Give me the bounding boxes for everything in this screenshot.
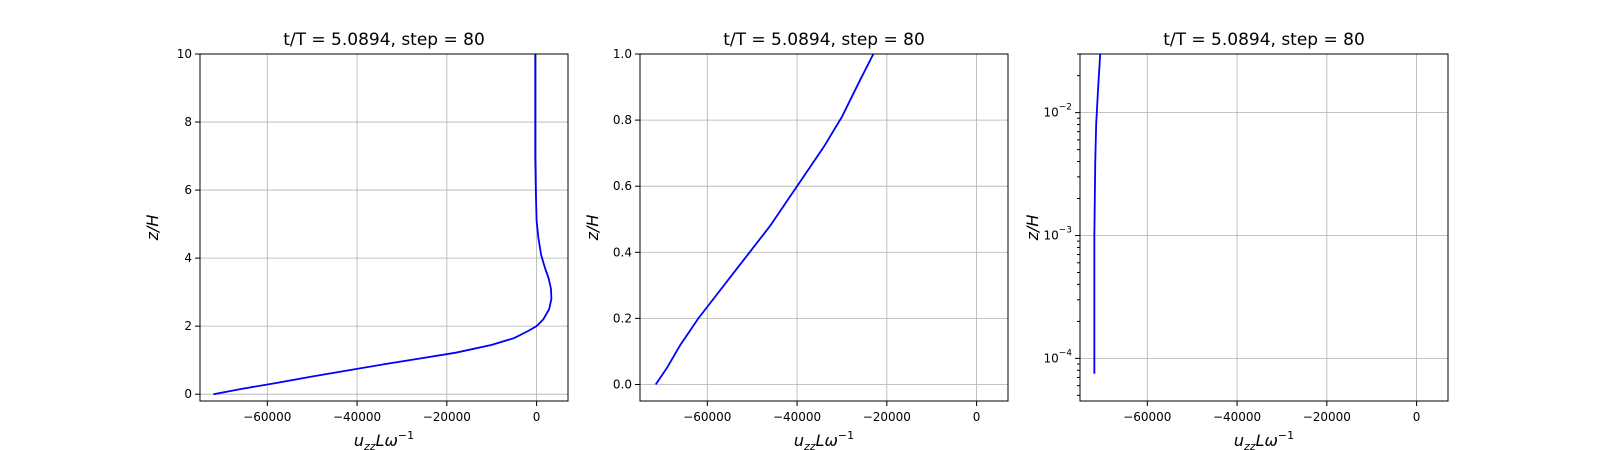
x-tick-label: −40000 xyxy=(333,410,381,424)
x-tick-label: 0 xyxy=(1413,410,1421,424)
x-tick-label: −40000 xyxy=(1213,410,1261,424)
y-tick-label: 10−2 xyxy=(1043,103,1072,120)
x-axis-label: uzzLω−1 xyxy=(354,429,414,450)
x-tick-label: 0 xyxy=(533,410,541,424)
plot-frame xyxy=(199,53,569,402)
y-tick-label: 4 xyxy=(184,251,192,265)
plot-frame xyxy=(1079,53,1449,402)
chart-title: t/T = 5.0894, step = 80 xyxy=(283,30,485,50)
y-tick-label: 1.0 xyxy=(613,47,632,61)
x-tick-label: −20000 xyxy=(863,410,911,424)
chart-title: t/T = 5.0894, step = 80 xyxy=(723,30,925,50)
y-tick-label: 0.6 xyxy=(613,179,632,193)
x-tick-label: −60000 xyxy=(1123,410,1171,424)
series-line xyxy=(213,54,553,396)
chart-panel-2: −60000 −40000 −20000 0 0.0 0.2 0.4 0.6 0.8 1.0 t/T… xyxy=(583,30,1009,450)
y-tick-label: 0.8 xyxy=(613,113,632,127)
x-tick-label: −60000 xyxy=(683,410,731,424)
y-tick-label: 0.0 xyxy=(613,377,632,391)
x-tick-label: −60000 xyxy=(243,410,291,424)
chart-title: t/T = 5.0894, step = 80 xyxy=(1163,30,1365,50)
y-axis-label: z/H xyxy=(143,215,162,242)
x-axis-label: uzzLω−1 xyxy=(794,429,854,450)
y-tick-label: 0.4 xyxy=(613,245,632,259)
plot-frame xyxy=(639,53,1009,402)
y-tick-label: 0.2 xyxy=(613,311,632,325)
x-axis-label: uzzLω−1 xyxy=(1234,429,1294,450)
series-line xyxy=(1093,53,1102,374)
y-tick-label: 0 xyxy=(184,387,192,401)
y-axis-label: z/H xyxy=(583,215,602,242)
y-tick-label: 6 xyxy=(184,183,192,197)
y-axis-label: z/H xyxy=(1023,215,1042,242)
chart-panel-1: −60000 −40000 −20000 0 0 2 4 6 8 10 t/T = 5.0894, … xyxy=(143,30,569,450)
y-tick-label: 10−4 xyxy=(1043,348,1072,365)
y-tick-label: 2 xyxy=(184,319,192,333)
chart-panel-3: −60000 −40000 −20000 0 10−4 10−3 10−2 t/T = 5.0… xyxy=(1023,30,1449,450)
x-tick-label: 0 xyxy=(973,410,981,424)
x-tick-label: −20000 xyxy=(423,410,471,424)
y-tick-label: 8 xyxy=(184,115,192,129)
x-tick-label: −40000 xyxy=(773,410,821,424)
y-tick-label: 10 xyxy=(177,47,192,61)
series-line xyxy=(654,53,875,385)
x-tick-label: −20000 xyxy=(1303,410,1351,424)
y-tick-label: 10−3 xyxy=(1043,226,1072,243)
